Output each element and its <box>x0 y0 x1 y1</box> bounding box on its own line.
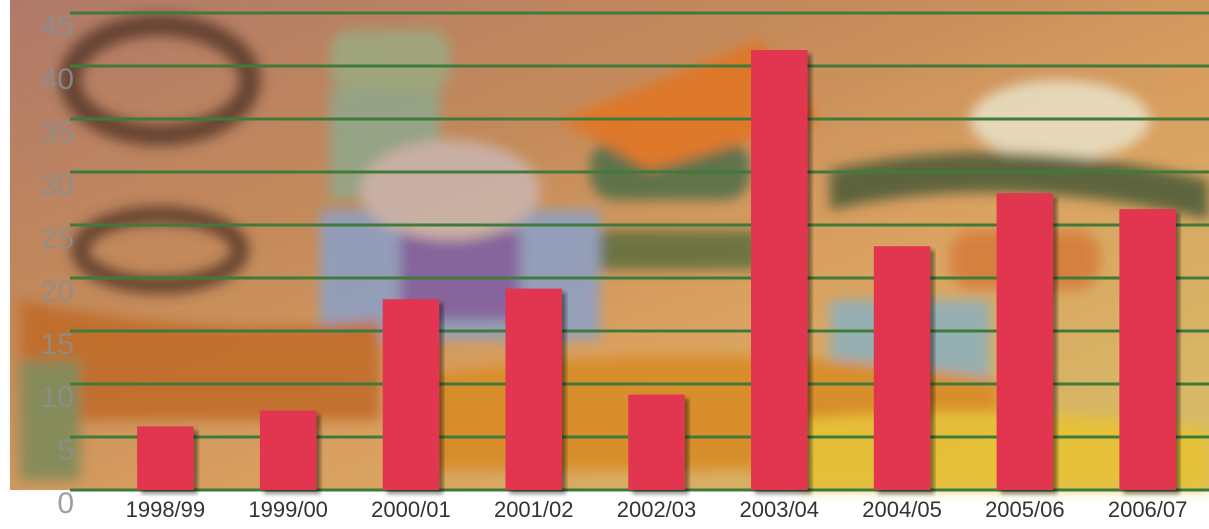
bar <box>505 288 562 490</box>
x-tick-label: 2001/02 <box>494 497 574 522</box>
x-tick-label: 2004/05 <box>862 497 942 522</box>
y-tick-label: 35 <box>41 116 74 149</box>
y-tick-label: 25 <box>41 222 74 255</box>
bar <box>628 394 685 490</box>
y-tick-label: 40 <box>41 63 74 96</box>
y-tick-label: 0 <box>57 487 74 520</box>
y-tick-label: 5 <box>57 434 74 467</box>
x-tick-label: 2000/01 <box>371 497 451 522</box>
x-tick-label: 1998/99 <box>126 497 206 522</box>
bar <box>996 193 1054 490</box>
y-tick-label: 10 <box>41 381 74 414</box>
y-tick-label: 15 <box>41 328 74 361</box>
y-tick-label: 20 <box>41 275 74 308</box>
bar <box>751 50 808 490</box>
bar <box>873 246 931 490</box>
x-tick-label: 2002/03 <box>617 497 697 522</box>
x-tick-label: 2005/06 <box>985 497 1065 522</box>
x-tick-label: 2003/04 <box>740 497 820 522</box>
bar <box>382 299 440 490</box>
x-tick-label: 2006/07 <box>1108 497 1188 522</box>
y-tick-label: 45 <box>41 10 74 43</box>
y-tick-label: 30 <box>41 169 74 202</box>
x-tick-label: 1999/00 <box>248 497 328 522</box>
bar <box>1119 209 1176 490</box>
bar <box>259 410 317 490</box>
bar <box>137 426 194 490</box>
